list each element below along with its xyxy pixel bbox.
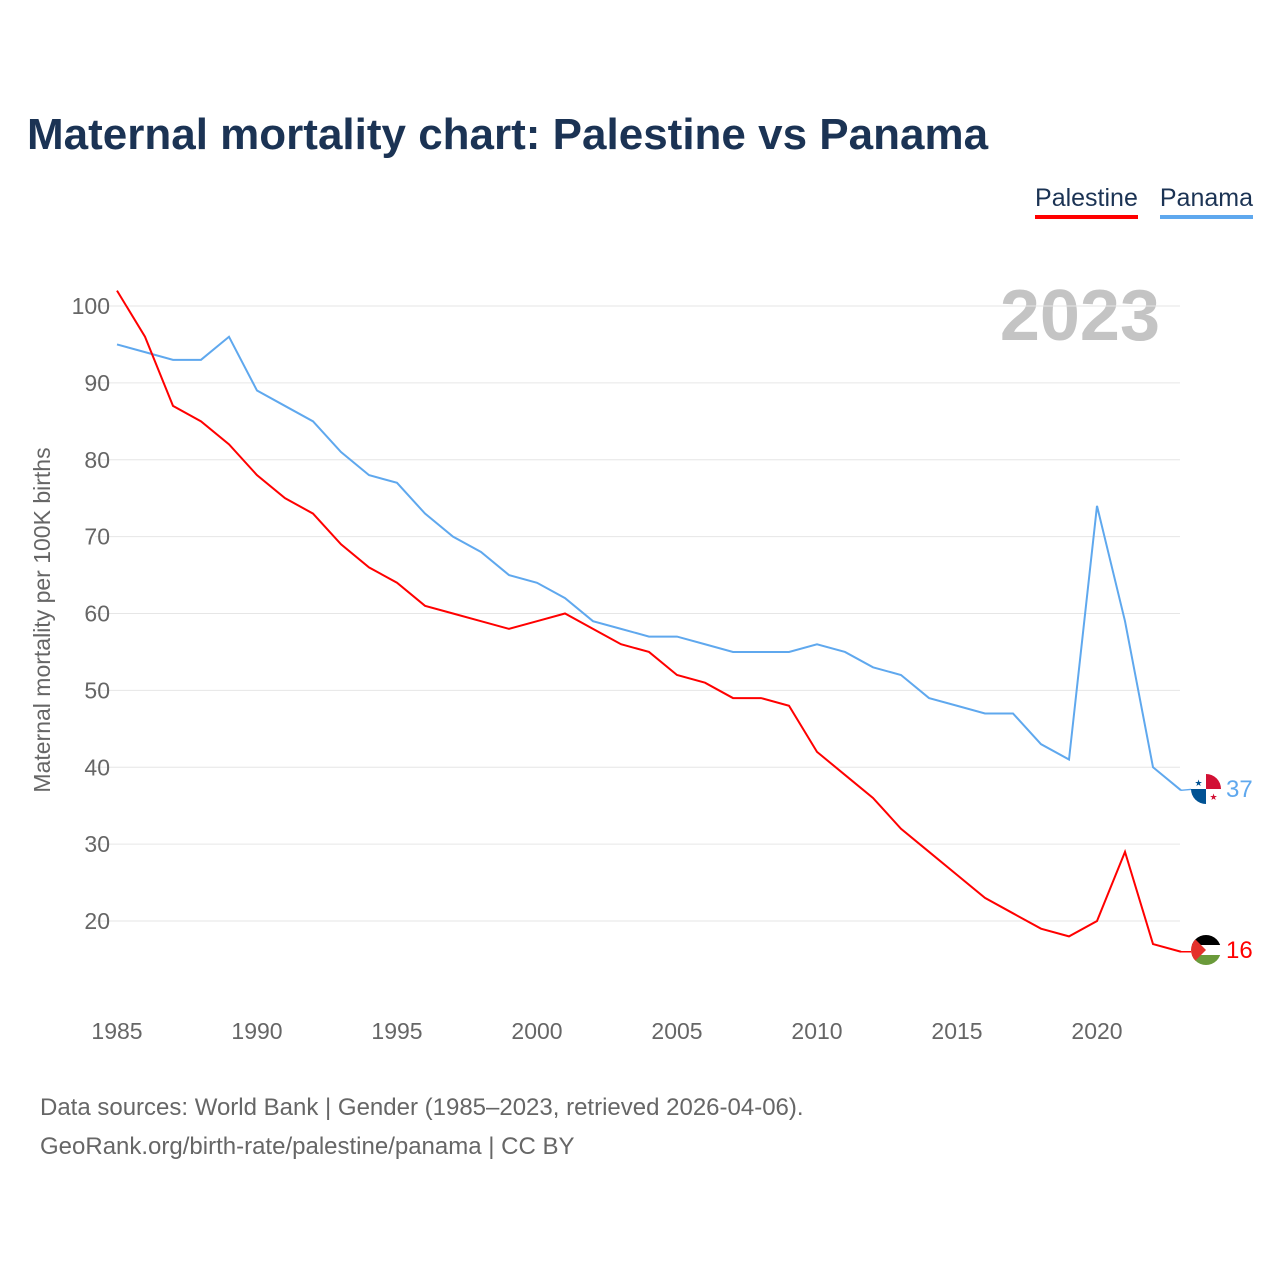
chart-title: Maternal mortality chart: Palestine vs P…	[27, 110, 989, 159]
y-tick-label: 30	[84, 831, 110, 857]
palestine-end-value: 16	[1226, 937, 1253, 964]
y-axis-label: Maternal mortality per 100K births	[29, 447, 55, 792]
source-link[interactable]: GeoRank.org/birth-rate/palestine/panama …	[40, 1133, 575, 1160]
end-connector	[1180, 788, 1193, 792]
x-tick-label: 1985	[91, 1018, 142, 1044]
x-tick-label: 2005	[651, 1018, 702, 1044]
y-tick-label: 50	[84, 677, 110, 703]
data-source-note: Data sources: World Bank | Gender (1985–…	[40, 1094, 804, 1121]
footer: Data sources: World Bank | Gender (1985–…	[40, 1088, 804, 1166]
svg-text:★: ★	[1194, 778, 1202, 788]
y-tick-label: 80	[84, 447, 110, 473]
series-line-palestine	[116, 290, 1182, 953]
legend: Palestine Panama	[1035, 184, 1253, 219]
svg-text:★: ★	[1209, 792, 1217, 802]
x-tick-label: 2000	[511, 1018, 562, 1044]
y-tick-label: 100	[72, 293, 110, 319]
y-tick-label: 60	[84, 601, 110, 627]
x-tick-label: 2015	[931, 1018, 982, 1044]
panama-end-value: 37	[1226, 776, 1253, 803]
x-tick-label: 1995	[371, 1018, 422, 1044]
year-watermark: 2023	[1000, 276, 1160, 356]
x-tick-label: 1990	[231, 1018, 282, 1044]
palestine-flag-icon	[1191, 935, 1221, 965]
y-tick-label: 90	[84, 370, 110, 396]
legend-palestine[interactable]: Palestine	[1035, 184, 1138, 219]
series-line-panama	[116, 335, 1182, 792]
x-tick-label: 2020	[1071, 1018, 1122, 1044]
y-tick-label: 20	[84, 908, 110, 934]
x-tick-label: 2010	[791, 1018, 842, 1044]
legend-panama[interactable]: Panama	[1159, 184, 1253, 219]
y-tick-label: 70	[84, 524, 110, 550]
y-tick-label: 40	[84, 754, 110, 780]
panama-flag-icon: ★ ★	[1191, 774, 1221, 804]
